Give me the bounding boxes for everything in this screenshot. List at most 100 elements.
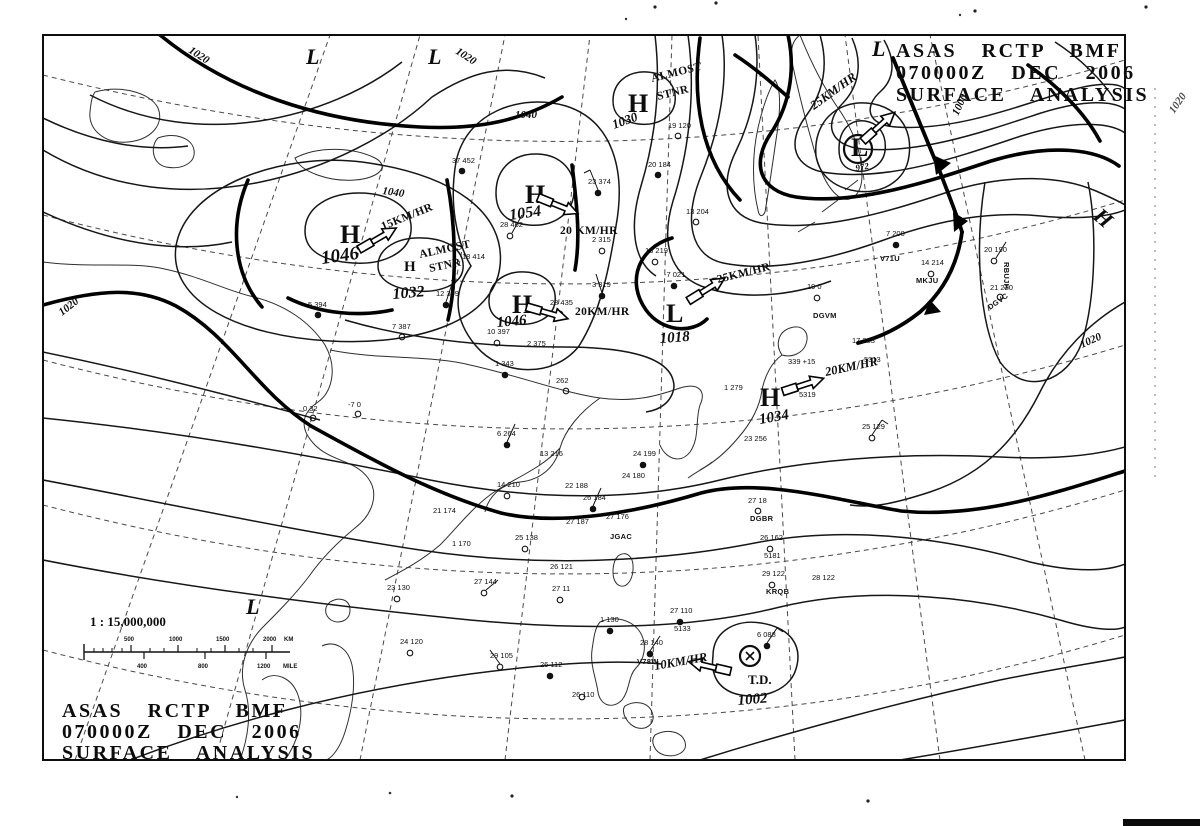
station-label: 5 394 <box>308 300 327 309</box>
station-label: 28 122 <box>812 573 835 582</box>
scale-km-unit: KM <box>284 637 293 643</box>
station-label: 7 387 <box>392 322 411 331</box>
station-label: 1 343 <box>495 359 514 368</box>
station-code: V71U <box>880 254 900 263</box>
graticule <box>44 36 1124 759</box>
footer-line-2: 070000Z DEC 2006 <box>62 721 302 743</box>
station-label: 26 184 <box>583 493 606 502</box>
td-center-mark <box>745 651 755 661</box>
scale-mile-tick: 1200 <box>257 664 271 670</box>
station-label: 14 214 <box>921 258 944 267</box>
station-label: 23 130 <box>387 583 410 592</box>
station-label: 339 +15 <box>788 357 815 366</box>
scale-km-tick: 500 <box>124 637 135 643</box>
station-label: 13 204 <box>686 207 709 216</box>
high-value: 1054 <box>508 203 542 224</box>
station-label: 23 256 <box>744 434 767 443</box>
station-label: 21 220 <box>990 283 1013 292</box>
movement-label: 20KM/HR <box>575 306 630 318</box>
station-label: 28 462 <box>500 220 523 229</box>
td-center-circle <box>738 644 762 668</box>
td-label: T.D. <box>748 672 772 687</box>
station-label: 27 18 <box>748 496 767 505</box>
scale-bar: 1 : 15,000,000 500 1000 1500 2000 KM 400… <box>83 614 297 670</box>
station-label: -7 0 <box>348 400 361 409</box>
station-codes: JGAC DGBR KRQB DGVM V71U MKJU RBUJH DGVC… <box>610 254 1011 666</box>
page-edge-bar <box>1123 819 1200 826</box>
station-label: 1 130 <box>600 615 619 624</box>
station-label: 2 315 <box>592 235 611 244</box>
low-value: 972 <box>855 161 871 173</box>
header-line-3: SURFACE ANALYSIS <box>896 84 1149 106</box>
station-label: 13 219 <box>645 246 668 255</box>
high-symbol: H <box>404 259 416 275</box>
station-label: 26 112 <box>540 660 562 669</box>
station-label: 3 319 <box>592 280 611 289</box>
station-plots <box>309 132 1007 701</box>
coastlines <box>44 36 863 759</box>
footer-title: ASAS RCTP BMF 070000Z DEC 2006 SURFACE A… <box>62 700 315 764</box>
scale-mile-unit: MILE <box>283 664 297 670</box>
station-code: RBUJH <box>1002 262 1011 289</box>
high-value: 1034 <box>758 407 791 428</box>
high-value: 1030 <box>610 109 640 132</box>
station-label: 20 184 <box>648 160 671 169</box>
station-label: 1 170 <box>452 539 471 548</box>
movement-label: STNR <box>656 83 691 103</box>
scale-mile-tick: 800 <box>198 664 209 670</box>
station-label: 24 180 <box>622 471 645 480</box>
scale-km-tick: 2000 <box>263 637 277 643</box>
scale-ratio: 1 : 15,000,000 <box>90 614 166 629</box>
station-label: 18 414 <box>462 252 485 261</box>
station-label: 20 190 <box>984 245 1007 254</box>
station-label: 27 187 <box>566 517 589 526</box>
station-label: 14 210 <box>497 480 520 489</box>
isobars <box>44 36 1124 759</box>
station-label: 26 110 <box>572 690 594 699</box>
cold-front-triangle <box>924 300 941 315</box>
high-value: 1032 <box>392 283 425 303</box>
station-label: 6 264 <box>497 429 516 438</box>
low-value: 1018 <box>659 329 691 347</box>
station-labels: 37 452 20 184 19 120 13 204 23 374 28 46… <box>303 121 1013 699</box>
scale-km-tick: 1000 <box>169 637 183 643</box>
low-symbol: L <box>871 36 885 61</box>
station-label: 26 162 <box>760 533 783 542</box>
station-code: DGVM <box>813 311 837 320</box>
footer-line-3: SURFACE ANALYSIS <box>62 742 315 764</box>
station-label: 24 199 <box>633 449 656 458</box>
isobar-label: 1040 <box>382 185 406 200</box>
station-label: 28 140 <box>640 638 663 647</box>
movement-label: 20 KM/HR <box>560 225 618 237</box>
station-label: 27 110 <box>670 606 692 615</box>
cold-front-triangle <box>933 155 951 175</box>
movement-label: 20KM/HR <box>823 354 879 379</box>
station-code: DGVC <box>986 291 1010 312</box>
isobar-label: 1020 <box>1167 90 1190 115</box>
station-label: 10 397 <box>487 327 510 336</box>
station-label: 2 375 <box>527 339 546 348</box>
station-label: 29 105 <box>490 651 513 660</box>
low-symbol: L <box>245 594 259 619</box>
low-symbol: L <box>305 44 319 69</box>
station-label: 25 129 <box>862 422 885 431</box>
station-label: -7 021 <box>664 270 685 279</box>
station-label: 29 122 <box>762 569 785 578</box>
station-label: 25 138 <box>515 533 538 542</box>
station-label: 28 435 <box>550 298 573 307</box>
movement-label: 25KM/HR <box>716 261 772 286</box>
station-label: 27 176 <box>606 512 629 521</box>
station-label: 7 200 <box>886 229 905 238</box>
cold-front-triangle <box>953 212 968 232</box>
station-label: 22 188 <box>565 481 588 490</box>
station-label: 19 120 <box>668 121 691 130</box>
station-label: 5181 <box>764 551 781 560</box>
station-label: 262 <box>556 376 569 385</box>
header-line-2: 070000Z DEC 2006 <box>896 62 1136 84</box>
header-title: ASAS RCTP BMF 070000Z DEC 2006 SURFACE A… <box>896 40 1149 106</box>
scale-mile-tick: 400 <box>137 664 148 670</box>
station-code: MKJU <box>916 276 938 285</box>
station-code: KRQB <box>766 587 790 596</box>
station-code: DGBR <box>750 514 774 523</box>
